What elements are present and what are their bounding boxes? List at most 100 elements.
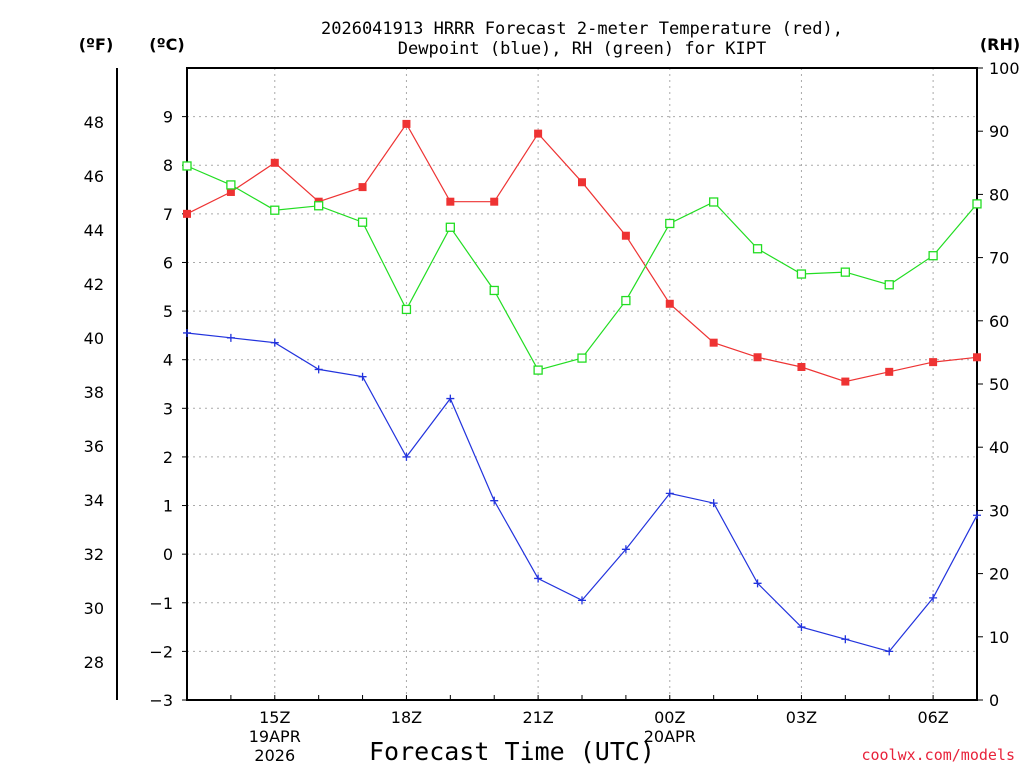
rh-unit-label: (RH) [980, 35, 1020, 54]
fahrenheit-tick-label: 34 [84, 491, 104, 510]
rh-tick-label: 100 [989, 59, 1020, 78]
temperature-point [665, 299, 674, 308]
x-tick-label: 06Z [917, 708, 948, 727]
rh-point [182, 161, 192, 171]
dewpoint-point [534, 574, 543, 583]
celsius-tick-label: 4 [163, 351, 173, 370]
rh-point [621, 295, 631, 306]
temperature-point [709, 338, 718, 347]
rh-point [928, 251, 938, 261]
celsius-tick-label: −3 [149, 691, 173, 710]
rh-point [840, 267, 850, 277]
dewpoint-point [973, 511, 981, 520]
plot-frame [186, 67, 978, 701]
fahrenheit-tick-label: 46 [84, 167, 104, 186]
rh-tick-label: 90 [989, 122, 1009, 141]
dewpoint-point [314, 365, 323, 374]
data-series [182, 119, 982, 656]
rh-point [709, 197, 719, 207]
dewpoint-point [709, 499, 718, 508]
dewpoint-point [226, 333, 235, 342]
x-tick-year-label: 2026 [254, 746, 295, 765]
temperature-point [534, 129, 543, 138]
celsius-tick-label: 3 [163, 399, 173, 418]
fahrenheit-tick-label: 38 [84, 383, 104, 402]
temperature-point [226, 187, 235, 196]
rh-point [357, 217, 368, 227]
rh-tick-label: 50 [989, 375, 1009, 394]
celsius-tick-label: −2 [149, 642, 173, 661]
rh-tick-label: 60 [989, 312, 1009, 331]
temperature-point [402, 119, 411, 128]
dewpoint-point [621, 545, 630, 554]
celsius-tick-label: 6 [163, 253, 173, 272]
dewpoint-point [665, 489, 674, 498]
temperature-point [929, 358, 938, 367]
temperature-point [446, 197, 455, 206]
rh-point [972, 199, 982, 209]
fahrenheit-tick-label: 44 [84, 221, 104, 240]
x-tick-label: 15Z [259, 708, 290, 727]
rh-point [314, 201, 324, 211]
x-axis-label: Forecast Time (UTC) [369, 737, 655, 766]
rh-tick-label: 0 [989, 691, 999, 710]
rh-point [401, 304, 412, 315]
celsius-tick-label: 8 [163, 156, 173, 175]
rh-point [226, 180, 236, 190]
dewpoint-point [578, 596, 586, 605]
rh-point [665, 218, 675, 229]
celsius-unit-label: (ºC) [149, 35, 184, 54]
dewpoint-point [929, 593, 938, 602]
celsius-tick-label: 9 [163, 108, 173, 127]
x-tick-date-label: 19APR [249, 727, 301, 746]
celsius-tick-label: 0 [163, 545, 173, 564]
fahrenheit-tick-label: 30 [84, 599, 104, 618]
tick-labels: −3−2−10123456789283032343638404244464801… [84, 59, 1020, 765]
temperature-point [885, 367, 894, 376]
chart-title-line2: Dewpoint (blue), RH (green) for KIPT [398, 39, 766, 59]
fahrenheit-tick-label: 36 [84, 437, 104, 456]
fahrenheit-tick-label: 42 [84, 275, 104, 294]
temperature-point [490, 197, 499, 206]
dewpoint-point [490, 496, 499, 505]
x-tick-date-label: 20APR [644, 727, 696, 746]
dewpoint-point [446, 394, 455, 403]
rh-point [884, 280, 894, 290]
chart-title-line1: 2026041913 HRRR Forecast 2-meter Tempera… [321, 19, 843, 39]
temperature-point [578, 178, 586, 187]
fahrenheit-tick-label: 32 [84, 545, 104, 564]
rh-point [796, 269, 807, 279]
fahrenheit-tick-label: 28 [84, 653, 104, 672]
dewpoint-point [402, 452, 411, 461]
rh-point [577, 353, 587, 363]
rh-point [533, 365, 543, 375]
rh-tick-label: 70 [989, 249, 1009, 268]
x-tick-label: 21Z [522, 708, 553, 727]
celsius-tick-label: 5 [163, 302, 173, 321]
dewpoint-point [753, 579, 762, 588]
axes [116, 67, 983, 701]
grid-lines [187, 68, 977, 700]
rh-line [186, 165, 978, 371]
fahrenheit-unit-label: (ºF) [79, 35, 114, 54]
dewpoint-point [183, 328, 191, 337]
rh-point [489, 285, 499, 296]
rh-tick-label: 30 [989, 501, 1009, 520]
dewpoint-point [358, 372, 367, 381]
fahrenheit-tick-label: 48 [84, 113, 104, 132]
x-tick-label: 03Z [786, 708, 817, 727]
dewpoint-point [841, 635, 850, 644]
celsius-tick-label: 7 [163, 205, 173, 224]
temperature-point [183, 209, 191, 218]
rh-tick-label: 80 [989, 185, 1009, 204]
rh-point [752, 244, 763, 254]
rh-tick-label: 40 [989, 438, 1009, 457]
celsius-tick-label: −1 [149, 594, 173, 613]
rh-tick-label: 20 [989, 565, 1009, 584]
temperature-point [973, 353, 981, 362]
celsius-tick-label: 2 [163, 448, 173, 467]
dewpoint-point [797, 623, 806, 632]
dewpoint-point [885, 647, 894, 656]
x-tick-label: 00Z [654, 708, 685, 727]
